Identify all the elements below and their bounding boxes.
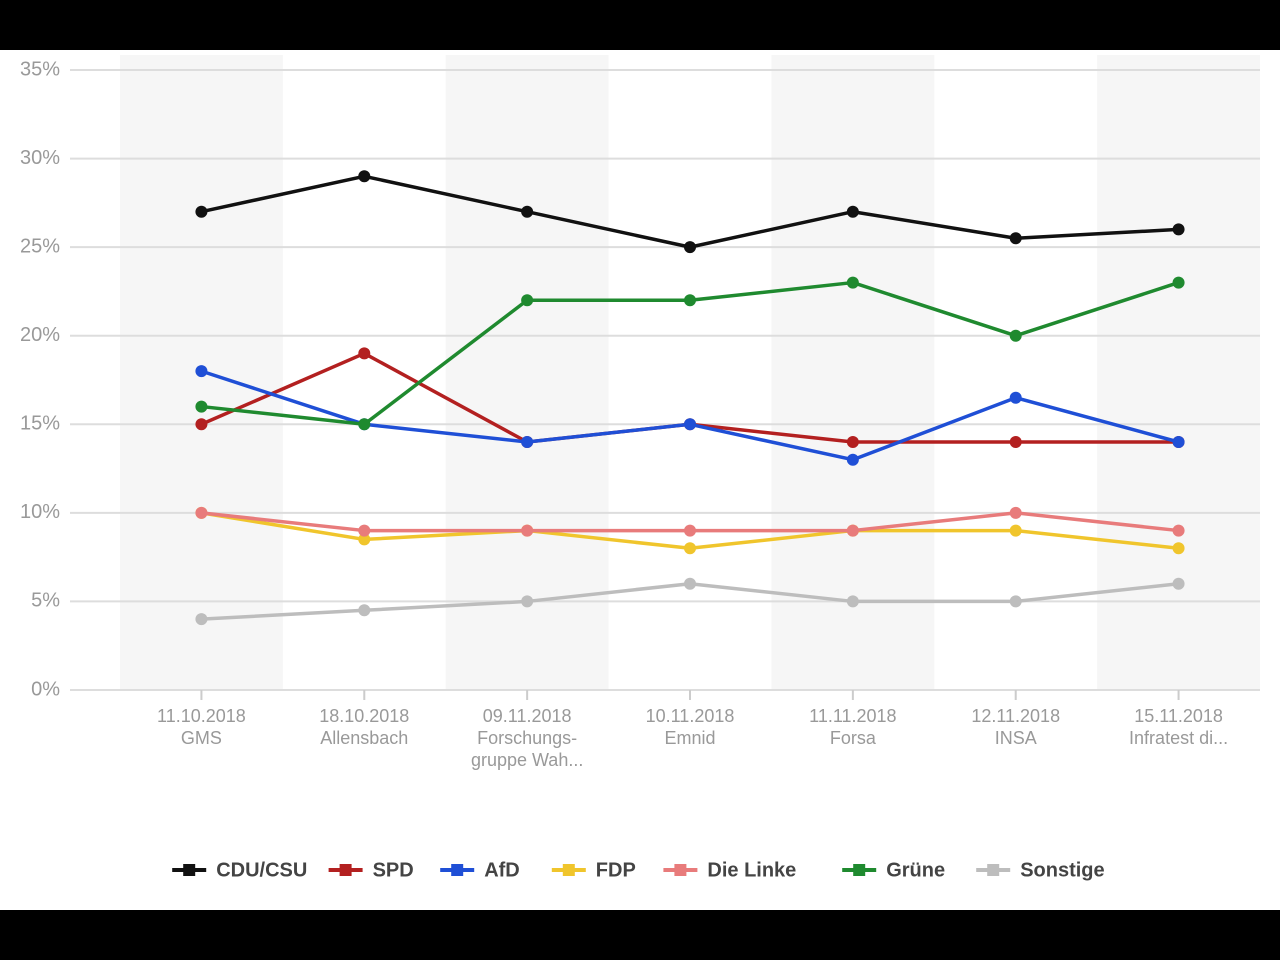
x-tick-label: 11.11.2018 <box>809 706 896 726</box>
series-line-afd <box>201 371 1178 460</box>
legend-marker-dot <box>183 864 195 876</box>
legend-label: AfD <box>484 859 520 881</box>
legend-label: FDP <box>596 859 636 881</box>
legend-label: Die Linke <box>707 859 796 881</box>
series-marker <box>1173 525 1185 537</box>
x-tick-label: gruppe Wah... <box>471 750 583 770</box>
y-tick-label: 25% <box>20 235 60 257</box>
legend-label: SPD <box>373 859 414 881</box>
series-marker <box>684 241 696 253</box>
x-tick-label: 10.11.2018 <box>646 706 735 726</box>
series-marker <box>1010 525 1022 537</box>
y-tick-label: 0% <box>31 678 60 700</box>
legend-marker-dot <box>853 864 865 876</box>
series-marker <box>1010 392 1022 404</box>
series-marker <box>1173 542 1185 554</box>
x-tick-label: 09.11.2018 <box>483 706 572 726</box>
x-tick-label: GMS <box>181 728 222 748</box>
series-marker <box>1173 223 1185 235</box>
x-tick-label: 12.11.2018 <box>971 706 1060 726</box>
series-marker <box>847 454 859 466</box>
legend-marker-dot <box>451 864 463 876</box>
y-tick-label: 5% <box>31 590 60 612</box>
series-marker <box>1010 595 1022 607</box>
chart-panel: 0% 5% 10% 15% 20% 25% 30% 35% 11.10.2018GMS 18.10… <box>0 50 1280 910</box>
x-tick-label: 18.10.2018 <box>319 706 409 726</box>
poll-line-chart: 0% 5% 10% 15% 20% 25% 30% 35% 11.10.2018GMS 18.10… <box>0 50 1280 910</box>
series-marker <box>847 525 859 537</box>
y-tick-label: 15% <box>20 413 60 435</box>
legend-marker-dot <box>340 864 352 876</box>
x-tick-label: Forsa <box>830 728 877 748</box>
series-marker <box>847 436 859 448</box>
series-line-cdu-csu <box>201 176 1178 247</box>
x-tick-label: Allensbach <box>320 728 408 748</box>
series-marker <box>1010 330 1022 342</box>
series-marker <box>358 525 370 537</box>
series-marker <box>1173 578 1185 590</box>
x-tick-label: 11.10.2018 <box>157 706 246 726</box>
y-tick-label: 20% <box>20 324 60 346</box>
series-marker <box>847 277 859 289</box>
series-marker <box>1010 232 1022 244</box>
legend-marker-dot <box>987 864 999 876</box>
series-marker <box>1173 277 1185 289</box>
series-marker <box>847 206 859 218</box>
x-tick-label: Forschungs- <box>477 728 577 748</box>
series-marker <box>847 595 859 607</box>
y-tick-label: 10% <box>20 501 60 523</box>
series-marker <box>195 613 207 625</box>
series-marker <box>195 365 207 377</box>
series-marker <box>521 436 533 448</box>
series-marker <box>195 206 207 218</box>
series-marker <box>358 604 370 616</box>
plot-band <box>1097 55 1260 690</box>
series-marker <box>684 525 696 537</box>
series-marker <box>1010 507 1022 519</box>
series-marker <box>1010 436 1022 448</box>
legend-label: Sonstige <box>1020 859 1104 881</box>
series-marker <box>195 401 207 413</box>
series-marker <box>358 170 370 182</box>
series-marker <box>195 507 207 519</box>
series-marker <box>521 294 533 306</box>
x-tick-label: Infratest di... <box>1129 728 1228 748</box>
series-marker <box>358 418 370 430</box>
x-tick-label: INSA <box>995 728 1037 748</box>
legend-marker-dot <box>563 864 575 876</box>
legend-label: Grüne <box>886 859 945 881</box>
series-marker <box>521 525 533 537</box>
y-tick-label: 35% <box>20 58 60 80</box>
series-marker <box>684 578 696 590</box>
series-marker <box>195 418 207 430</box>
series-marker <box>521 206 533 218</box>
series-marker <box>1173 436 1185 448</box>
legend-label: CDU/CSU <box>216 859 307 881</box>
series-marker <box>684 542 696 554</box>
legend-marker-dot <box>674 864 686 876</box>
series-marker <box>521 595 533 607</box>
x-tick-label: 15.11.2018 <box>1134 706 1223 726</box>
series-marker <box>358 347 370 359</box>
y-tick-label: 30% <box>20 147 60 169</box>
series-marker <box>684 294 696 306</box>
series-marker <box>684 418 696 430</box>
x-tick-label: Emnid <box>664 728 715 748</box>
